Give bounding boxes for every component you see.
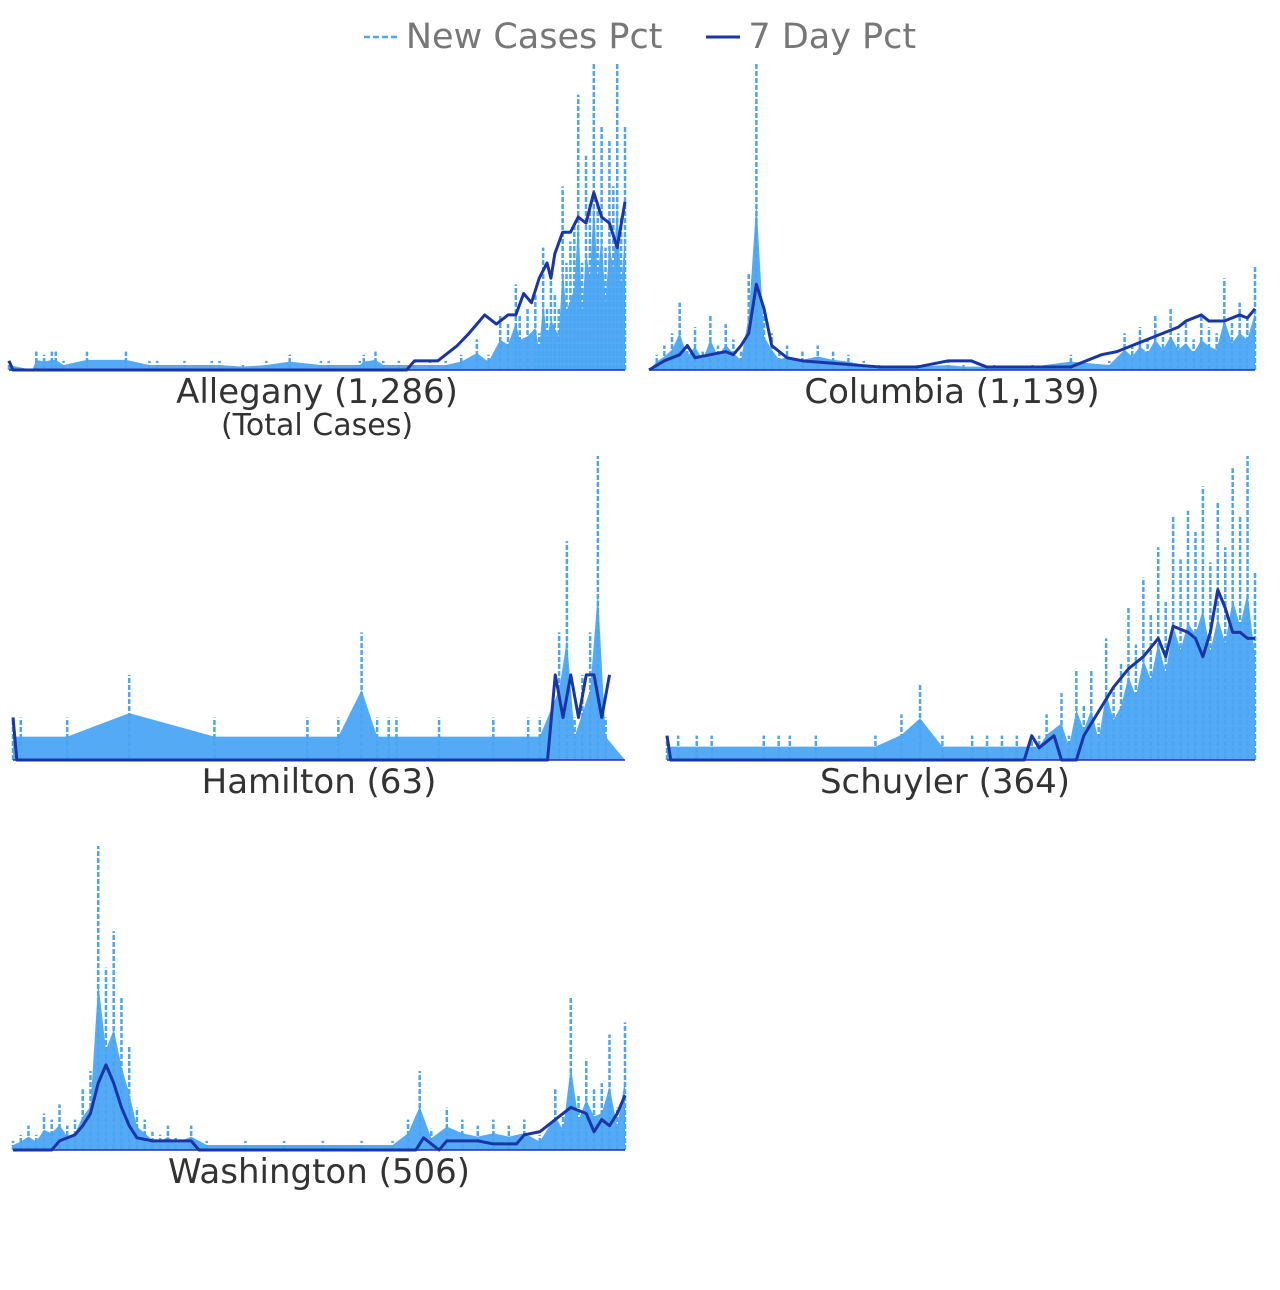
panel-title: Columbia (1,139) [804, 372, 1100, 412]
panel-plot [11, 846, 627, 1152]
panel-title: Washington (506) [167, 1152, 471, 1192]
seven-day-line [11, 673, 611, 762]
legend-item-new-cases: New Cases Pct [363, 17, 663, 57]
county-panel-washington: Washington (506) [11, 842, 627, 1202]
legend-label-new-cases: New Cases Pct [405, 17, 663, 57]
legend-swatch-solid [706, 35, 741, 39]
legend-label-7day: 7 Day Pct [748, 17, 917, 57]
panel-title: Hamilton (63) [201, 762, 437, 802]
panel-plot [665, 456, 1257, 762]
seven-day-line [7, 191, 627, 372]
seven-day-line [665, 588, 1255, 762]
panel-title: Schuyler (364) [819, 762, 1071, 802]
new-cases-area [13, 592, 625, 760]
county-panel-hamilton: Hamilton (63) [11, 452, 626, 812]
panel-title: Allegany (1,286) [176, 372, 458, 412]
panel-plot [7, 64, 627, 372]
panel-plot [11, 456, 625, 762]
panel-plot [648, 64, 1257, 372]
seven-day-line [648, 282, 1257, 372]
county-panel-schuyler: Schuyler (364) [665, 452, 1257, 812]
panel-subtitle: (Total Cases) [220, 408, 414, 443]
seven-day-line [13, 1063, 627, 1152]
chart-legend: New Cases Pct 7 Day Pct [0, 12, 1280, 62]
new-cases-area [667, 592, 1255, 760]
new-cases-area [9, 201, 625, 370]
county-panel-columbia: Columbia (1,139) [648, 60, 1257, 420]
county-panel-allegany: Allegany (1,286) (Total Cases) [7, 60, 627, 450]
legend-swatch-dashed [363, 35, 398, 39]
legend-item-7day: 7 Day Pct [706, 17, 916, 57]
